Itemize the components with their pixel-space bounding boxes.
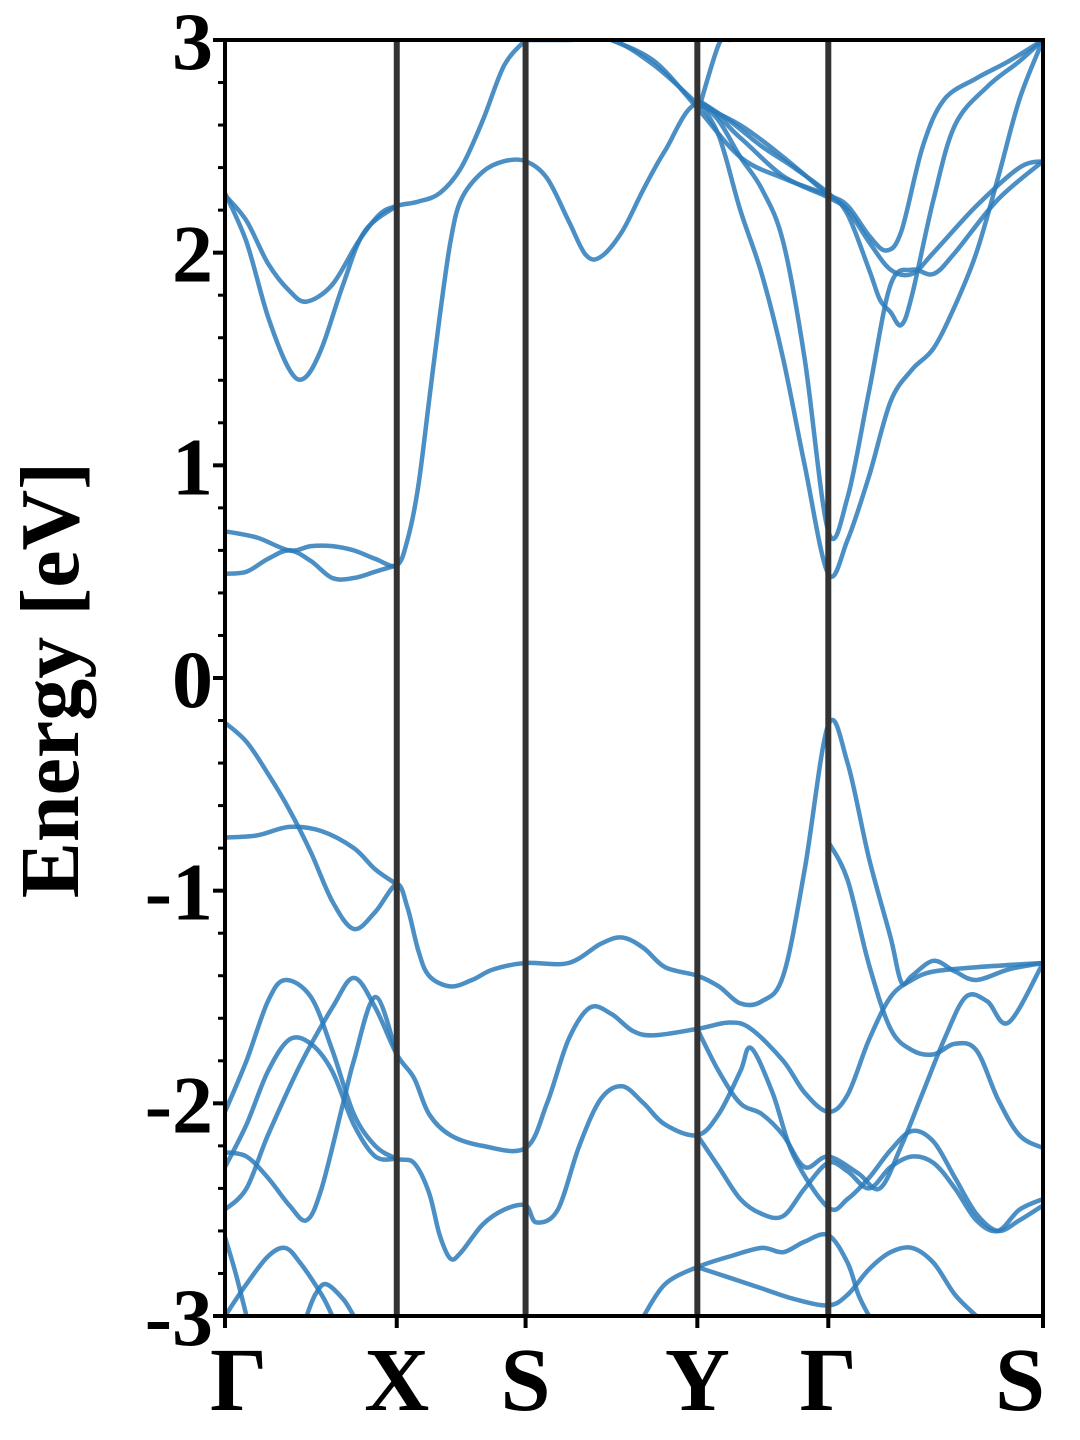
band-curves xyxy=(225,40,1043,1316)
band-10 xyxy=(225,960,1043,1212)
band-9 xyxy=(225,1035,400,1170)
x-tick-label: Γ xyxy=(210,1331,267,1430)
x-tick-label: X xyxy=(364,1331,429,1430)
y-tick-label: 3 xyxy=(172,0,213,87)
band-6 xyxy=(225,824,400,887)
high-symmetry-lines xyxy=(393,40,832,1316)
band-3 xyxy=(225,101,1043,569)
band-5 xyxy=(225,717,1043,1008)
band-25 xyxy=(695,101,831,198)
y-tick-label: -3 xyxy=(145,1272,213,1363)
band-12 xyxy=(695,1132,1043,1234)
y-tick-label: 0 xyxy=(172,634,213,725)
band-21 xyxy=(695,97,1043,542)
band-23 xyxy=(695,40,1043,328)
band-24 xyxy=(523,40,700,107)
band-20 xyxy=(609,40,1043,253)
y-tick-label: 2 xyxy=(172,209,213,300)
band-8 xyxy=(225,977,1043,1262)
band-22 xyxy=(695,40,1043,579)
y-tick-label: -2 xyxy=(145,1059,213,1150)
band-7 xyxy=(826,839,1043,1151)
y-tick-label: 1 xyxy=(172,421,213,512)
band-16 xyxy=(304,1281,357,1316)
band-18 xyxy=(695,1245,979,1316)
y-axis-ticks: -3 -2 -1 0 1 2 3 xyxy=(145,0,225,1363)
band-13 xyxy=(695,960,1043,1192)
band-17 xyxy=(641,1232,872,1316)
x-tick-label: S xyxy=(501,1331,551,1430)
band-2 xyxy=(225,190,400,382)
band-15 xyxy=(225,1245,335,1316)
band-14 xyxy=(225,1235,249,1316)
band-19 xyxy=(695,40,732,117)
band-4 xyxy=(225,548,400,582)
plot-frame xyxy=(223,38,1045,1318)
y-tick-label: -1 xyxy=(145,847,213,938)
x-tick-label: Γ xyxy=(800,1331,857,1430)
x-tick-label: Y xyxy=(665,1331,730,1430)
y-axis-label: Energy [eV] xyxy=(4,462,97,898)
x-tick-label: S xyxy=(995,1331,1045,1430)
band-11 xyxy=(225,994,400,1223)
